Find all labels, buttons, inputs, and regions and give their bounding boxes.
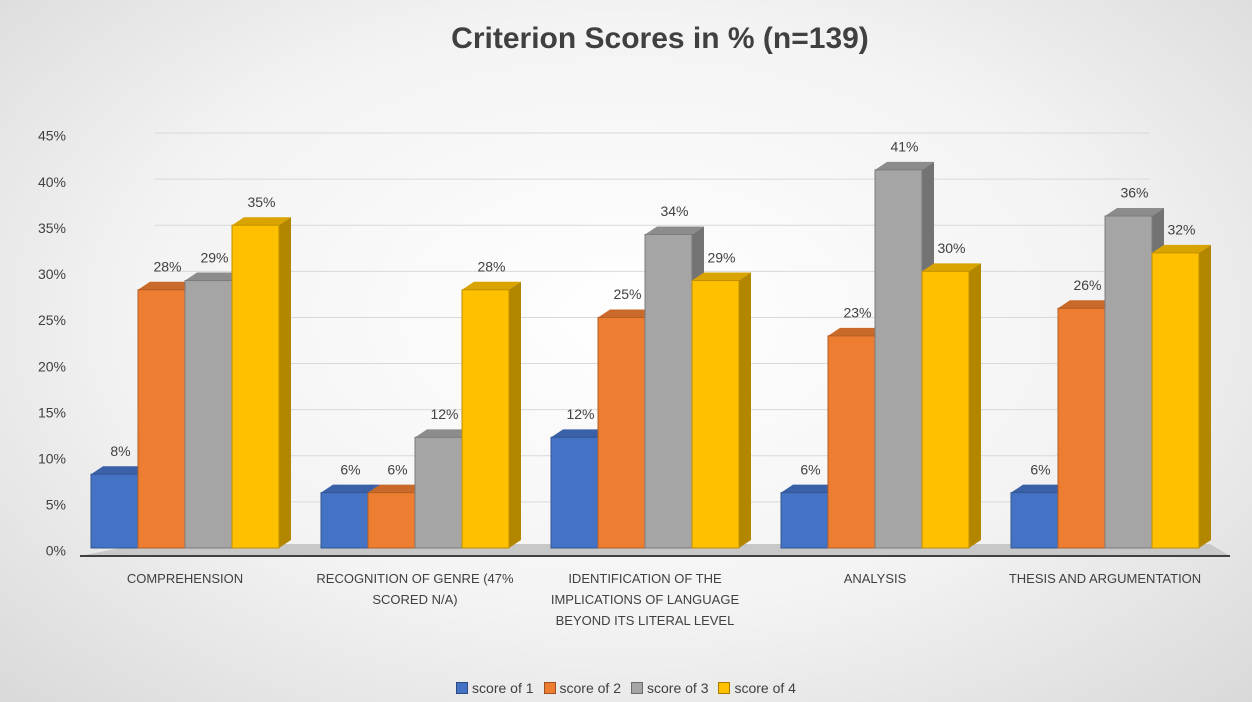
bar-top [368,484,427,493]
data-label: 28% [153,258,181,274]
bar-top [185,272,244,281]
data-label: 34% [660,203,688,219]
data-label: 12% [430,406,458,422]
y-tick-label: 35% [38,220,66,236]
bar-top [1058,300,1117,309]
bar [874,169,923,549]
bar-side [1199,244,1211,548]
legend-item: score of 3 [631,680,708,696]
legend-swatch [631,682,643,694]
data-label: 6% [340,461,360,477]
bar-top [692,272,751,281]
data-label: 26% [1073,277,1101,293]
data-label: 41% [890,139,918,155]
bar [90,473,139,549]
data-label: 6% [387,461,407,477]
y-tick-label: 40% [38,174,66,190]
bar [827,335,876,549]
bar [921,270,970,549]
data-label: 35% [247,194,275,210]
bar-top [645,226,704,235]
x-tick-label: COMPREHENSION [126,571,244,586]
legend-label: score of 2 [559,680,621,696]
bar-top [462,281,521,290]
bar-top [1105,208,1164,216]
data-label: 8% [110,443,130,459]
bar-top [598,309,657,318]
y-tick-label: 15% [38,404,66,420]
x-tick-label: THESIS AND ARGUMENTATION [1008,571,1202,586]
y-tick-label: 30% [38,266,66,282]
bar-side [969,263,981,548]
y-tick-label: 25% [38,312,66,328]
bar [550,436,599,549]
bar [1104,215,1153,549]
legend-item: score of 1 [456,680,534,696]
x-tick-label: RECOGNITION OF GENRE (47% SCORED N/A) [316,571,514,607]
bar [597,316,646,549]
legend-item: score of 4 [718,680,796,696]
bar [367,492,416,549]
x-tick-label: ANALYSIS [843,571,907,586]
bar-top [875,161,934,170]
bar [184,280,233,549]
data-label: 12% [566,406,594,422]
legend-item: score of 2 [543,680,621,696]
bar-top [781,484,840,493]
bar-side [739,272,751,548]
legend-swatch [718,682,731,694]
legend-swatch [456,682,469,694]
data-label: 32% [1167,222,1195,238]
bar-top [1152,244,1211,253]
data-label: 30% [937,240,965,256]
bar-top [415,429,474,438]
bar [644,233,693,549]
legend: score of 1 score of 2 score of 3 score of 4 [0,680,1252,696]
y-tick-label: 45% [38,128,66,144]
bar-top [91,466,150,475]
legend-swatch [543,682,556,694]
data-label: 6% [1030,461,1050,477]
data-label: 6% [800,461,820,477]
bar-side [279,217,291,548]
bar-side [509,281,521,548]
y-tick-label: 5% [46,497,66,513]
bar [461,289,510,549]
bar [137,289,186,549]
y-tick-label: 10% [38,450,66,466]
legend-label: score of 3 [647,680,709,696]
data-label: 36% [1120,185,1148,201]
bar [1057,307,1106,549]
data-label: 23% [843,305,871,321]
bar-top [828,327,887,336]
bar-top [321,484,380,493]
legend-label: score of 4 [734,680,796,696]
bar [780,492,829,549]
chart-title: Criterion Scores in % (n=139) [451,22,869,55]
bar-top [922,263,981,272]
bar [691,280,740,549]
data-label: 29% [707,249,735,265]
bar-top [138,281,197,290]
bar [320,492,369,549]
bar [231,224,280,549]
bar-top [1011,484,1070,493]
data-label: 28% [477,258,505,274]
bar-top [232,217,291,226]
y-tick-label: 20% [38,358,66,374]
bar-top [551,429,610,438]
bar [414,436,463,549]
bar [1151,252,1200,549]
legend-label: score of 1 [472,680,534,696]
bar [1010,492,1059,549]
x-tick-label: IDENTIFICATION OF THE IMPLICATIONS OF LA… [550,571,740,628]
data-label: 25% [613,286,641,302]
data-label: 29% [200,249,228,265]
y-tick-label: 0% [46,543,66,559]
